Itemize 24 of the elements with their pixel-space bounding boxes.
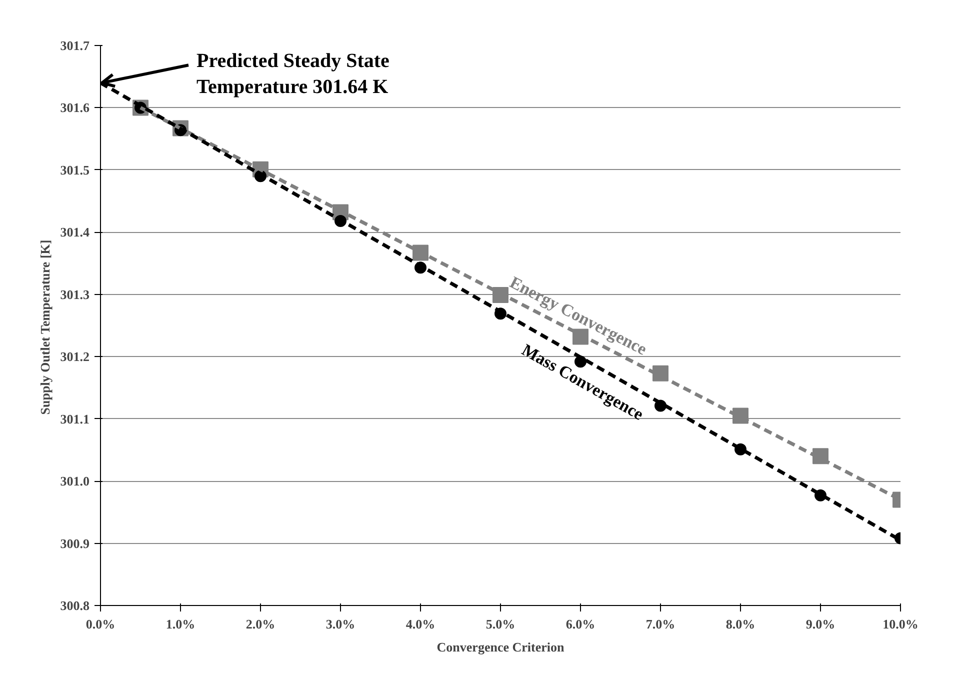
x-tick-label: 8.0% <box>726 616 756 632</box>
x-tick-label: 2.0% <box>246 616 276 632</box>
y-tick-label: 301.2 <box>60 349 90 364</box>
y-tick-label: 300.9 <box>60 536 90 551</box>
y-axis-title: Supply Outlet Temperature [K] <box>37 240 52 415</box>
y-tick-label: 301.5 <box>60 162 90 178</box>
x-tick-label: 10.0% <box>882 616 918 632</box>
x-tick-label: 7.0% <box>646 616 676 632</box>
x-tick-label: 4.0% <box>406 616 436 632</box>
y-tick-label: 301.4 <box>60 224 90 240</box>
annotation: Predicted Steady State Temperature 301.64 K <box>196 50 390 98</box>
x-tick-label: 6.0% <box>566 616 596 632</box>
x-tick-label: 3.0% <box>326 616 356 632</box>
x-tick-label: 9.0% <box>806 616 836 632</box>
x-axis-title: Convergence Criterion <box>436 640 565 654</box>
y-tick-label: 300.8 <box>60 598 90 613</box>
y-tick-label: 301.1 <box>60 411 90 426</box>
x-tick-label: 1.0% <box>166 616 196 632</box>
y-tick-label: 301.0 <box>60 474 90 489</box>
y-tick-label: 301.7 <box>60 38 90 53</box>
y-tick-label: 301.3 <box>60 286 90 302</box>
x-tick-label: 0.0% <box>86 616 116 632</box>
x-tick-label: 5.0% <box>486 616 516 632</box>
y-tick-label: 301.6 <box>60 100 90 116</box>
